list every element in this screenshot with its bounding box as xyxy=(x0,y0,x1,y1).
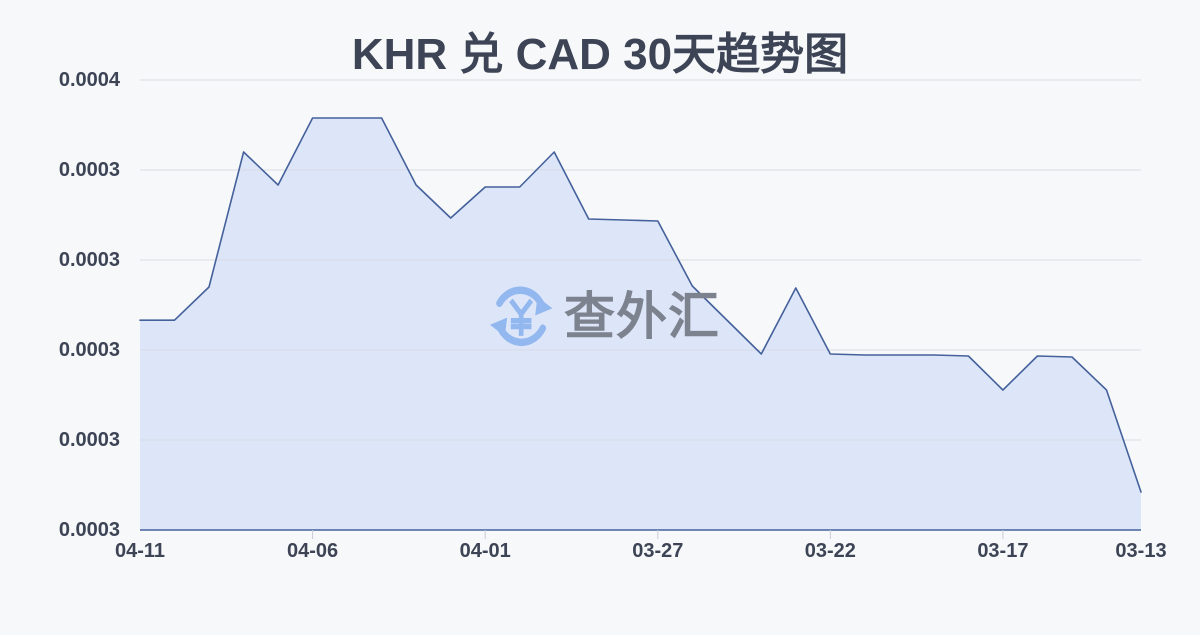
svg-text:0.0003: 0.0003 xyxy=(59,519,120,541)
svg-text:查外汇: 查外汇 xyxy=(564,288,720,345)
svg-text:0.0003: 0.0003 xyxy=(59,249,120,271)
svg-text:04-01: 04-01 xyxy=(460,540,511,562)
svg-text:03-13: 03-13 xyxy=(1115,540,1166,562)
svg-text:0.0003: 0.0003 xyxy=(59,339,120,361)
svg-text:0.0003: 0.0003 xyxy=(59,159,120,181)
svg-text:04-11: 04-11 xyxy=(115,540,165,562)
svg-text:04-06: 04-06 xyxy=(287,540,338,562)
svg-text:03-22: 03-22 xyxy=(805,540,856,562)
svg-text:0.0003: 0.0003 xyxy=(59,429,120,451)
svg-text:03-27: 03-27 xyxy=(632,540,683,562)
svg-text:03-17: 03-17 xyxy=(977,540,1028,562)
